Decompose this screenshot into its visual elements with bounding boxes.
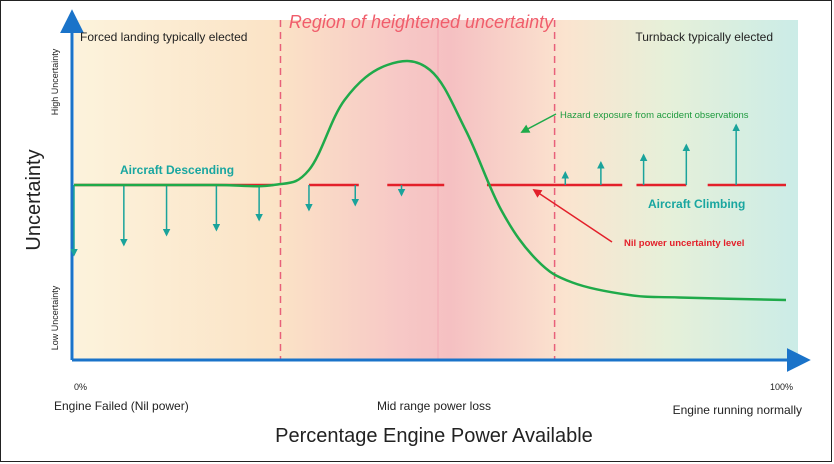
x-tick-0: 0% bbox=[74, 382, 87, 392]
background-gradient bbox=[74, 20, 798, 360]
right-zone-label: Turnback typically elected bbox=[635, 30, 773, 44]
x-mid-label: Mid range power loss bbox=[377, 399, 491, 413]
left-zone-label: Forced landing typically elected bbox=[80, 30, 247, 44]
x-tick-100: 100% bbox=[770, 382, 793, 392]
x-left-label: Engine Failed (Nil power) bbox=[54, 399, 189, 413]
nil-power-callout: Nil power uncertainty level bbox=[624, 238, 744, 249]
y-high-label: High Uncertainty bbox=[50, 48, 60, 115]
y-low-label: Low Uncertainty bbox=[50, 285, 60, 350]
descending-label: Aircraft Descending bbox=[120, 163, 234, 177]
nil-power-callout-arrow bbox=[532, 189, 613, 243]
hazard-curve bbox=[73, 59, 787, 302]
region-title: Region of heightened uncertainty bbox=[289, 12, 554, 32]
x-right-label: Engine running normally bbox=[673, 403, 802, 417]
climbing-label: Aircraft Climbing bbox=[648, 197, 745, 211]
uncertainty-arrows bbox=[70, 123, 740, 257]
hazard-callout: Hazard exposure from accident observatio… bbox=[560, 110, 749, 121]
region-dividers bbox=[279, 20, 556, 360]
hazard-callout-arrow bbox=[520, 113, 557, 133]
y-axis-title: Uncertainty bbox=[23, 149, 45, 250]
x-axis-title: Percentage Engine Power Available bbox=[275, 425, 593, 447]
